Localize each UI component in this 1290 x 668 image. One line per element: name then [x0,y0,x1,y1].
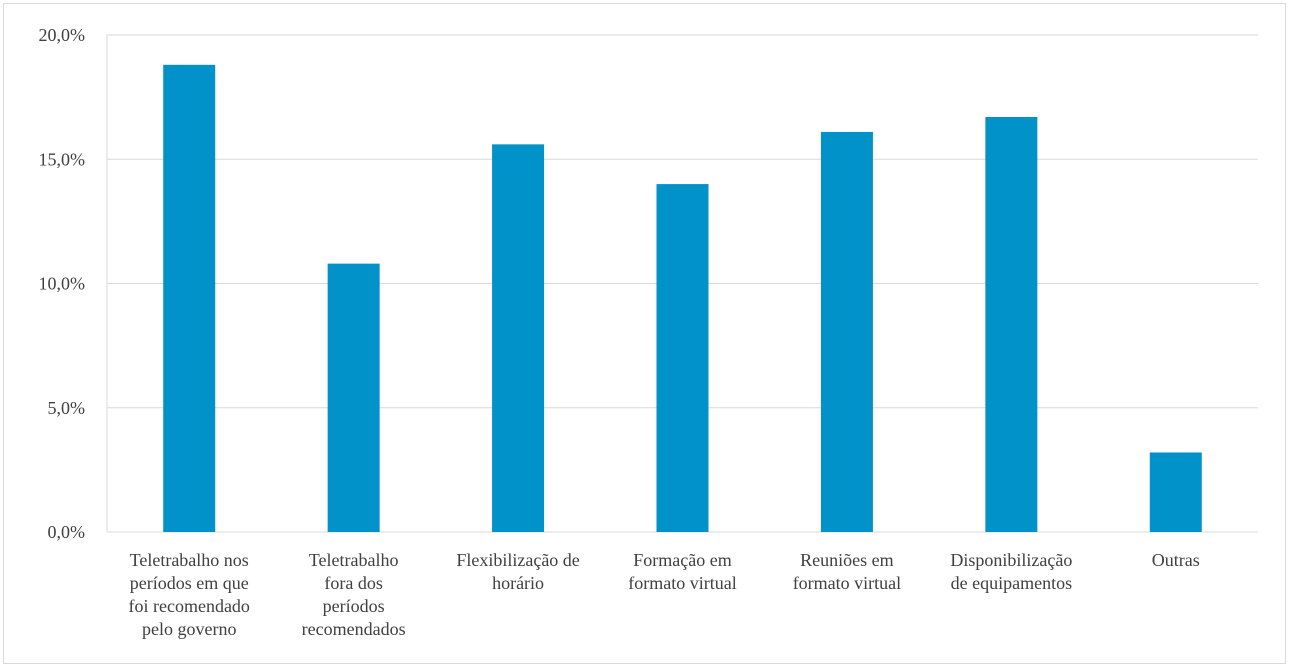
x-tick-label-line: recomendados [302,619,406,639]
y-tick-label: 20,0% [39,25,86,45]
y-tick-label: 15,0% [39,149,86,169]
y-axis: 0,0% 5,0% 10,0% 15,0% 20,0% [39,25,108,542]
x-tick-label-line: Disponibilização [950,550,1072,570]
x-tick-label-line: foi recomendado [128,596,249,616]
x-tick-label-line: fora dos [324,573,382,593]
x-tick-label-line: períodos [323,596,385,616]
x-axis-labels: Teletrabalho nos períodos em que foi recom… [128,550,1199,639]
x-tick-label-line: pelo governo [142,619,236,639]
y-tick-label: 0,0% [48,522,86,542]
x-tick-label-line: formato virtual [628,573,736,593]
y-tick-label: 5,0% [48,398,86,418]
x-tick-label-line: períodos em que [130,573,249,593]
x-tick-label: Flexibilização de horário [456,550,579,593]
y-tick-label: 10,0% [39,274,86,294]
x-tick-label: Teletrabalho fora dos períodos recomendados [302,550,406,639]
x-tick-label: Formação em formato virtual [628,550,736,593]
x-tick-label-line: Flexibilização de [456,550,579,570]
x-tick-label-line: Teletrabalho nos [130,550,249,570]
bars [163,64,1202,533]
x-tick-label: Reuniões em formato virtual [793,550,901,593]
x-tick-label-line: Formação em [633,550,731,570]
bar [327,263,380,532]
bar [820,131,873,533]
x-tick-label-line: Teletrabalho [309,550,399,570]
x-tick-label: Outras [1152,550,1200,570]
bar [1149,452,1202,532]
bar [163,64,216,532]
x-tick-label-line: horário [492,573,544,593]
x-tick-label-line: Reuniões em [800,550,893,570]
bar [492,144,545,532]
x-tick-label: Disponibilização de equipamentos [950,550,1072,593]
x-tick-label-line: formato virtual [793,573,901,593]
x-tick-label-line: Outras [1152,550,1200,570]
x-tick-label: Teletrabalho nos períodos em que foi recom… [128,550,249,639]
bar [985,117,1038,532]
chart-frame [3,3,1286,664]
x-tick-label-line: de equipamentos [951,573,1072,593]
bar [656,184,709,532]
